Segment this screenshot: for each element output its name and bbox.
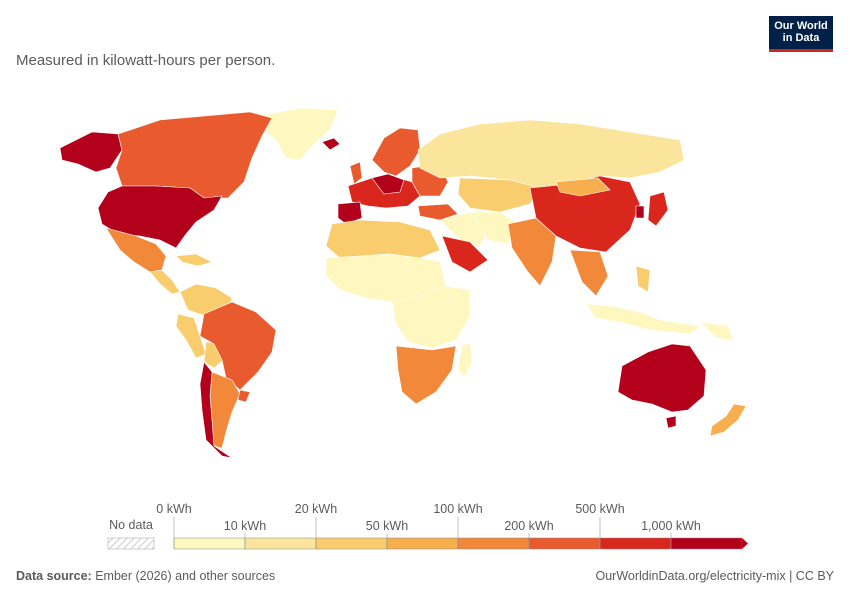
legend-bin-4: [457, 537, 530, 550]
region-southeast-asia[interactable]: [569, 249, 609, 297]
country-philippines[interactable]: [635, 265, 651, 293]
color-legend: No data 0 kWh 20 kWh 100 kWh 500 kWh 10 kWh…: [107, 502, 748, 550]
no-data-label: No data: [109, 518, 153, 532]
legend-lower-labels: 10 kWh 50 kWh 200 kWh 1,000 kWh: [224, 519, 701, 549]
region-central-europe[interactable]: [371, 173, 405, 195]
region-north-africa[interactable]: [325, 219, 441, 259]
legend-bin-7: [670, 537, 743, 550]
legend-arrow: [742, 538, 748, 549]
country-united-states[interactable]: [97, 185, 223, 249]
legend-label-lower-0: 10 kWh: [224, 519, 266, 533]
country-iceland[interactable]: [321, 137, 341, 151]
chart-subtitle: Measured in kilowatt-hours per person.: [16, 52, 276, 69]
legend-label-upper-0: 0 kWh: [156, 502, 191, 516]
source-link[interactable]: OurWorldinData.org/electricity-mix | CC …: [595, 569, 835, 583]
country-russia[interactable]: [417, 119, 685, 189]
data-source-text: Ember (2026) and other sources: [95, 569, 276, 583]
region-caribbean[interactable]: [175, 253, 213, 267]
region-southern-africa[interactable]: [395, 345, 457, 405]
legend-bin-0: [173, 537, 246, 550]
country-indonesia[interactable]: [585, 303, 701, 335]
country-japan[interactable]: [647, 191, 669, 227]
logo-line-2: in Data: [782, 32, 820, 44]
country-uruguay[interactable]: [237, 389, 251, 403]
country-mongolia[interactable]: [555, 177, 611, 197]
country-turkey[interactable]: [417, 203, 459, 221]
world-map[interactable]: [0, 100, 850, 470]
country-tasmania[interactable]: [665, 415, 677, 429]
country-madagascar[interactable]: [457, 341, 473, 379]
no-data-swatch: [107, 537, 155, 550]
country-chile[interactable]: [199, 361, 233, 459]
country-united-kingdom[interactable]: [349, 161, 363, 185]
country-canada[interactable]: [115, 111, 273, 199]
logo-line-1: Our World: [774, 20, 828, 32]
legend-label-lower-1: 50 kWh: [366, 519, 408, 533]
legend-label-lower-2: 200 kWh: [504, 519, 553, 533]
legend-upper-labels: 0 kWh 20 kWh 100 kWh 500 kWh: [156, 502, 625, 549]
legend-label-upper-2: 100 kWh: [433, 502, 482, 516]
legend-bin-1: [244, 537, 317, 550]
legend-bin-6: [599, 537, 672, 550]
owid-logo[interactable]: Our World in Data: [769, 16, 833, 52]
region-central-asia[interactable]: [457, 177, 541, 213]
legend-bins: [173, 537, 748, 550]
country-alaska[interactable]: [59, 131, 123, 173]
legend-bin-2: [315, 537, 388, 550]
legend-label-upper-3: 500 kWh: [575, 502, 624, 516]
region-arabian-peninsula[interactable]: [441, 235, 489, 273]
legend-label-lower-3: 1,000 kWh: [641, 519, 701, 533]
legend-bin-3: [386, 537, 459, 550]
country-peru[interactable]: [175, 313, 207, 359]
region-central-africa[interactable]: [391, 285, 471, 349]
country-new-zealand[interactable]: [709, 403, 747, 437]
country-south-korea[interactable]: [635, 205, 645, 219]
country-australia[interactable]: [617, 343, 707, 413]
country-brazil[interactable]: [199, 301, 277, 391]
country-papua-new-guinea[interactable]: [699, 321, 735, 341]
region-central-america[interactable]: [149, 269, 181, 295]
data-source: Data source: Ember (2026) and other sour…: [16, 569, 275, 583]
legend-label-upper-1: 20 kWh: [295, 502, 337, 516]
data-source-label: Data source:: [16, 569, 92, 583]
country-greenland[interactable]: [257, 107, 339, 161]
legend-bin-5: [528, 537, 601, 550]
